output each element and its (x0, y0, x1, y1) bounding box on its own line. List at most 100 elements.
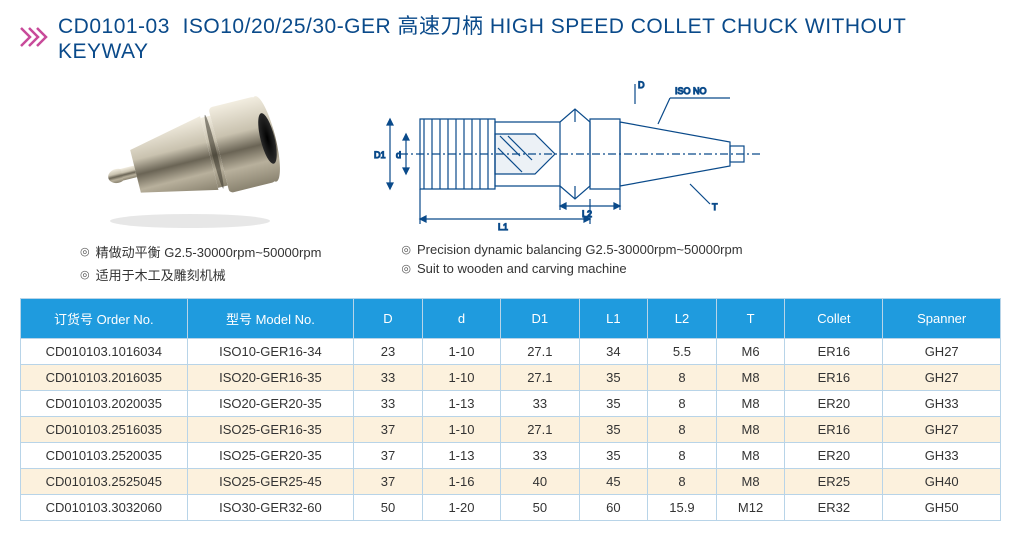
bullet-icon: ◎ (80, 245, 90, 258)
table-cell: 8 (648, 391, 717, 417)
col-header: L1 (579, 299, 648, 339)
table-cell: ISO25-GER20-35 (187, 443, 354, 469)
col-header: D1 (501, 299, 579, 339)
bullets-en: ◎ Precision dynamic balancing G2.5-30000r… (401, 242, 742, 284)
table-cell: GH50 (883, 495, 1001, 521)
table-cell: M8 (716, 365, 785, 391)
dim-D1: D1 (374, 150, 386, 160)
table-row: CD010103.2020035ISO20-GER20-35331-133335… (21, 391, 1001, 417)
table-cell: 27.1 (501, 339, 579, 365)
chevron-right-icon (20, 26, 50, 48)
table-row: CD010103.2516035ISO25-GER16-35371-1027.1… (21, 417, 1001, 443)
table-cell: 8 (648, 443, 717, 469)
table-cell: 23 (354, 339, 423, 365)
table-row: CD010103.3032060ISO30-GER32-60501-205060… (21, 495, 1001, 521)
table-cell: ER32 (785, 495, 883, 521)
bullet-icon: ◎ (401, 243, 411, 256)
table-cell: ISO30-GER32-60 (187, 495, 354, 521)
table-cell: 27.1 (501, 365, 579, 391)
table-cell: 33 (354, 365, 423, 391)
dim-T: T (712, 202, 718, 212)
col-header: Collet (785, 299, 883, 339)
table-cell: 1-10 (422, 339, 500, 365)
table-cell: 40 (501, 469, 579, 495)
table-cell: GH27 (883, 417, 1001, 443)
table-cell: ER16 (785, 339, 883, 365)
table-cell: CD010103.1016034 (21, 339, 188, 365)
table-cell: GH40 (883, 469, 1001, 495)
table-cell: CD010103.2020035 (21, 391, 188, 417)
table-cell: GH33 (883, 391, 1001, 417)
feature-bullets: ◎ 精做动平衡 G2.5-30000rpm~50000rpm ◎ 适用于木工及雕刻机… (80, 242, 1001, 284)
bullet-text: Suit to wooden and carving machine (417, 261, 627, 276)
dim-d: d (396, 150, 401, 160)
table-cell: 50 (354, 495, 423, 521)
table-cell: 8 (648, 417, 717, 443)
table-cell: 27.1 (501, 417, 579, 443)
table-cell: 8 (648, 365, 717, 391)
bullet-icon: ◎ (80, 268, 90, 281)
table-cell: 34 (579, 339, 648, 365)
table-cell: CD010103.2525045 (21, 469, 188, 495)
table-cell: ISO20-GER16-35 (187, 365, 354, 391)
table-cell: GH27 (883, 339, 1001, 365)
table-cell: ER16 (785, 365, 883, 391)
product-photo (50, 74, 320, 234)
bullet-icon: ◎ (401, 262, 411, 275)
table-cell: 35 (579, 443, 648, 469)
table-cell: M6 (716, 339, 785, 365)
table-cell: 15.9 (648, 495, 717, 521)
dim-D: D (638, 80, 645, 90)
table-cell: 1-13 (422, 391, 500, 417)
table-row: CD010103.2016035ISO20-GER16-35331-1027.1… (21, 365, 1001, 391)
bullet-text: 适用于木工及雕刻机械 (96, 265, 226, 284)
table-cell: 33 (354, 391, 423, 417)
dim-iso: ISO NO (675, 86, 707, 96)
col-header: Spanner (883, 299, 1001, 339)
table-cell: GH27 (883, 365, 1001, 391)
technical-diagram: D ISO NO (360, 74, 780, 234)
spec-table: 订货号 Order No.型号 Model No.DdD1L1L2TCollet… (20, 298, 1001, 521)
col-header: T (716, 299, 785, 339)
table-cell: 1-10 (422, 417, 500, 443)
dim-L2: L2 (582, 209, 592, 219)
bullet-text: Precision dynamic balancing G2.5-30000rp… (417, 242, 743, 257)
table-cell: 8 (648, 469, 717, 495)
table-cell: 1-10 (422, 365, 500, 391)
col-header: 型号 Model No. (187, 299, 354, 339)
table-cell: 35 (579, 417, 648, 443)
col-header: 订货号 Order No. (21, 299, 188, 339)
table-cell: M8 (716, 391, 785, 417)
table-cell: 37 (354, 469, 423, 495)
table-cell: 1-13 (422, 443, 500, 469)
table-cell: ISO20-GER20-35 (187, 391, 354, 417)
bullet-text: 精做动平衡 G2.5-30000rpm~50000rpm (96, 242, 322, 261)
table-cell: 35 (579, 365, 648, 391)
table-cell: M8 (716, 443, 785, 469)
table-cell: 35 (579, 391, 648, 417)
col-header: D (354, 299, 423, 339)
table-cell: ER20 (785, 391, 883, 417)
page-header: CD0101-03 ISO10/20/25/30-GER 高速刀柄 HIGH S… (20, 10, 1001, 64)
dim-L1: L1 (498, 222, 508, 232)
table-cell: GH33 (883, 443, 1001, 469)
bullets-cn: ◎ 精做动平衡 G2.5-30000rpm~50000rpm ◎ 适用于木工及雕刻机… (80, 242, 321, 284)
table-row: CD010103.2525045ISO25-GER25-45371-164045… (21, 469, 1001, 495)
table-cell: CD010103.2516035 (21, 417, 188, 443)
col-header: L2 (648, 299, 717, 339)
table-cell: ER20 (785, 443, 883, 469)
table-cell: ER16 (785, 417, 883, 443)
table-cell: M8 (716, 469, 785, 495)
page-title: CD0101-03 ISO10/20/25/30-GER 高速刀柄 HIGH S… (58, 10, 1001, 64)
table-cell: 5.5 (648, 339, 717, 365)
table-cell: 60 (579, 495, 648, 521)
table-cell: M12 (716, 495, 785, 521)
table-cell: 33 (501, 391, 579, 417)
table-cell: CD010103.2016035 (21, 365, 188, 391)
table-row: CD010103.1016034ISO10-GER16-34231-1027.1… (21, 339, 1001, 365)
table-cell: M8 (716, 417, 785, 443)
table-cell: CD010103.2520035 (21, 443, 188, 469)
table-cell: 37 (354, 443, 423, 469)
table-cell: 45 (579, 469, 648, 495)
table-cell: ISO10-GER16-34 (187, 339, 354, 365)
